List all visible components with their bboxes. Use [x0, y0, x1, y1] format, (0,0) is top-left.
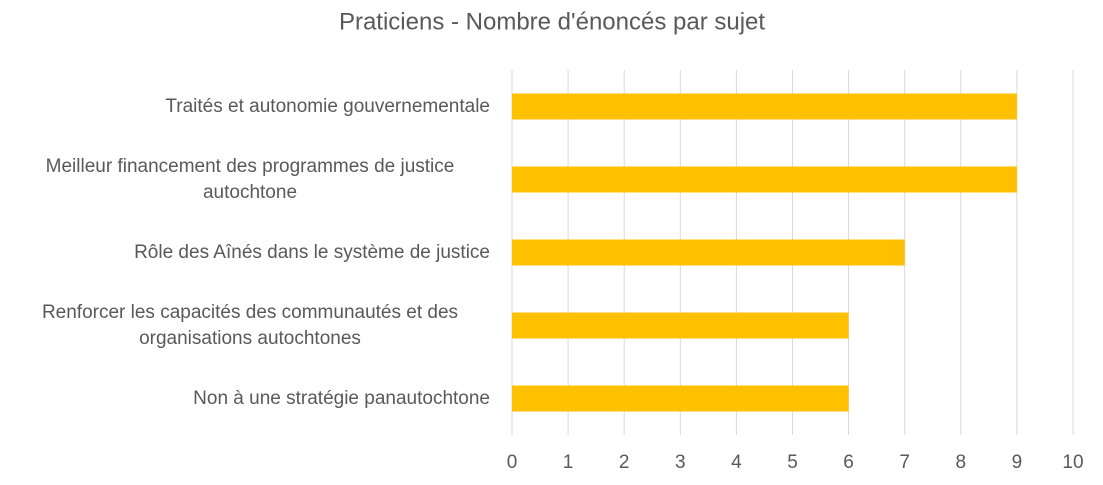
y-tick-label: Renforcer les capacités des communautés …: [41, 301, 459, 349]
bar: [512, 239, 905, 266]
y-tick-label: Traités et autonomie gouvernementale: [165, 95, 490, 117]
y-tick-label: Meilleur financement des programmes de j…: [45, 155, 455, 203]
x-tick-label: 7: [899, 452, 910, 473]
chart-title: Praticiens - Nombre d'énoncés par sujet: [339, 8, 765, 35]
bar: [512, 166, 1017, 193]
x-tick-label: 2: [619, 452, 630, 473]
x-tick-label: 8: [956, 452, 967, 473]
x-tick-label: 0: [507, 452, 518, 473]
y-tick-label: Rôle des Aînés dans le système de justic…: [134, 241, 490, 263]
x-tick-label: 5: [787, 452, 798, 473]
bar: [512, 93, 1017, 120]
x-tick-label: 3: [675, 452, 686, 473]
x-tick-label: 4: [731, 452, 742, 473]
y-tick-label: Non à une stratégie panautochtone: [193, 387, 490, 409]
x-tick-label: 1: [563, 452, 574, 473]
bar: [512, 385, 849, 412]
x-tick-label: 10: [1062, 452, 1083, 473]
bar: [512, 312, 849, 339]
x-tick-label: 6: [843, 452, 854, 473]
x-tick-label: 9: [1012, 452, 1023, 473]
